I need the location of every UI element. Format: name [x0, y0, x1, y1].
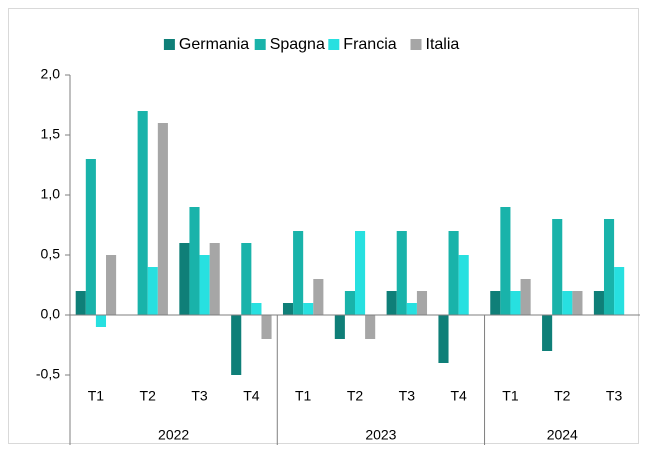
x-tick-label: T3 [606, 388, 623, 404]
bar [510, 291, 521, 315]
bar [520, 279, 531, 315]
bar [344, 291, 355, 315]
bar [231, 315, 242, 375]
bar [85, 159, 96, 315]
legend-label: Spagna [270, 36, 325, 53]
bar [157, 123, 168, 315]
bar [552, 219, 563, 315]
x-tick-label: T3 [399, 388, 416, 404]
legend-swatch [163, 39, 175, 50]
bar [438, 315, 449, 363]
x-tick-label: T4 [450, 388, 467, 404]
bar [572, 291, 583, 315]
x-tick-label: T2 [347, 388, 364, 404]
bar [199, 255, 210, 315]
bar [209, 243, 220, 315]
bar [282, 303, 294, 315]
bar [106, 255, 117, 315]
bar [396, 231, 407, 315]
bar [406, 303, 417, 315]
legend-swatch [328, 39, 340, 50]
bar [189, 207, 200, 315]
x-group-label: 2022 [158, 427, 189, 443]
bar [95, 315, 107, 327]
y-tick-label: 0,0 [41, 306, 61, 322]
bar [241, 243, 252, 315]
bar [416, 291, 428, 315]
legend-label: Germania [179, 36, 249, 53]
bar [355, 231, 366, 315]
bar [137, 111, 148, 315]
x-tick-label: T4 [243, 388, 260, 404]
y-tick-label: 0,5 [41, 246, 61, 262]
x-tick-label: T1 [295, 388, 312, 404]
x-tick-label: T2 [140, 388, 157, 404]
bar [448, 231, 459, 315]
bar [603, 219, 615, 315]
y-tick-label: -0,5 [36, 366, 60, 382]
bar [562, 291, 573, 315]
bar [593, 291, 604, 315]
y-tick-label: 2,0 [41, 66, 61, 82]
x-tick-label: T2 [554, 388, 571, 404]
bar [293, 231, 304, 315]
x-group-label: 2024 [547, 427, 578, 443]
bar [490, 291, 501, 315]
bar [365, 315, 376, 339]
legend-swatch [410, 39, 422, 50]
bar [251, 303, 262, 315]
legend-label: Francia [343, 36, 396, 53]
x-tick-label: T1 [88, 388, 105, 404]
bar [542, 315, 553, 351]
legend-label: Italia [426, 36, 460, 53]
bar [458, 255, 469, 315]
bar [334, 315, 345, 339]
y-tick-label: 1,0 [41, 186, 61, 202]
bar [614, 267, 625, 315]
bar [261, 315, 272, 339]
bar [147, 267, 158, 315]
chart-frame [8, 8, 639, 444]
bar [386, 291, 397, 315]
bar [179, 243, 190, 315]
y-tick-label: 1,5 [41, 126, 61, 142]
bar [75, 291, 86, 315]
legend-swatch [254, 39, 266, 50]
bar [303, 303, 314, 315]
x-tick-label: T1 [502, 388, 519, 404]
bar [500, 207, 511, 315]
bar [313, 279, 324, 315]
x-tick-label: T3 [191, 388, 208, 404]
x-group-label: 2023 [365, 427, 396, 443]
